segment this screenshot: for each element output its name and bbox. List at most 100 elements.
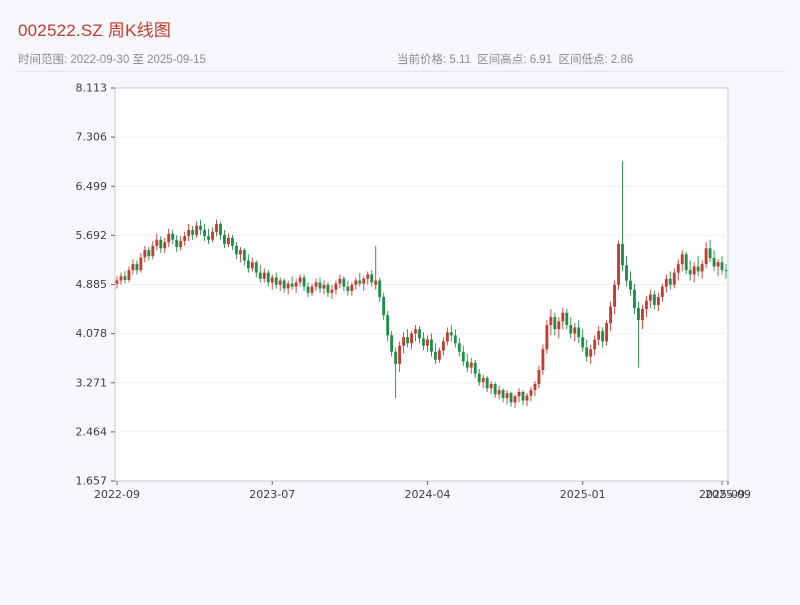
candle bbox=[422, 332, 425, 351]
candle bbox=[155, 233, 159, 251]
candle bbox=[609, 301, 613, 332]
candle bbox=[601, 327, 605, 348]
candle bbox=[147, 247, 151, 261]
candle bbox=[672, 268, 676, 289]
candle bbox=[521, 390, 525, 406]
page-title: 002522.SZ 周K线图 bbox=[18, 21, 172, 40]
y-tick-label: 1.657 bbox=[76, 475, 108, 488]
candle bbox=[513, 394, 517, 408]
candle bbox=[660, 283, 664, 302]
candle bbox=[262, 268, 266, 283]
candle bbox=[254, 260, 258, 278]
candle bbox=[441, 337, 445, 356]
candle bbox=[597, 326, 601, 346]
candle bbox=[573, 323, 577, 342]
candle bbox=[529, 387, 533, 402]
y-axis: 8.113 7.306 6.499 5.692 4.885 4.078 3.271 2.464… bbox=[76, 82, 115, 488]
candle bbox=[418, 326, 421, 344]
x-axis: 2022-09 2023-07 2024-04 2025-01 2025-092025-… bbox=[94, 481, 751, 501]
candle bbox=[692, 262, 696, 283]
candle bbox=[242, 248, 246, 266]
candle bbox=[712, 250, 716, 272]
candle bbox=[625, 256, 628, 287]
candle bbox=[219, 221, 222, 240]
candle bbox=[159, 236, 163, 254]
candle bbox=[119, 272, 123, 285]
candle bbox=[593, 335, 597, 356]
candle bbox=[187, 223, 191, 241]
candle bbox=[290, 276, 294, 290]
candle bbox=[175, 234, 179, 252]
candle bbox=[306, 282, 310, 297]
candle bbox=[489, 380, 493, 395]
candle bbox=[151, 240, 155, 260]
candle bbox=[223, 230, 226, 249]
candle bbox=[426, 335, 429, 352]
candle bbox=[374, 245, 378, 290]
x-tick-label: 2025-09 bbox=[705, 488, 751, 501]
candle bbox=[716, 259, 720, 277]
candle bbox=[131, 259, 135, 275]
candle bbox=[648, 289, 652, 308]
y-tick-label: 7.306 bbox=[76, 131, 108, 144]
candle bbox=[569, 317, 573, 339]
candle bbox=[274, 272, 278, 289]
candle bbox=[382, 292, 386, 321]
candle bbox=[517, 388, 521, 403]
candle bbox=[481, 374, 485, 389]
candle bbox=[207, 228, 210, 245]
candle bbox=[449, 324, 453, 342]
candle bbox=[143, 245, 147, 263]
candle bbox=[258, 265, 262, 283]
candle bbox=[338, 274, 342, 289]
y-tick-label: 5.692 bbox=[76, 229, 108, 242]
candle bbox=[286, 280, 290, 295]
candle bbox=[605, 320, 609, 346]
candle bbox=[115, 276, 119, 289]
candle bbox=[708, 239, 712, 263]
candle bbox=[617, 240, 620, 290]
candle bbox=[533, 380, 537, 397]
candle bbox=[362, 276, 366, 291]
candle bbox=[545, 320, 549, 354]
candle bbox=[676, 259, 680, 281]
candle bbox=[501, 388, 505, 403]
candle bbox=[644, 295, 648, 318]
candle bbox=[298, 274, 302, 287]
candle bbox=[402, 332, 406, 354]
candle bbox=[370, 270, 374, 287]
candle bbox=[195, 221, 199, 238]
candle bbox=[561, 307, 565, 330]
candle bbox=[700, 260, 704, 279]
candle bbox=[199, 219, 203, 235]
candle bbox=[135, 260, 139, 275]
candle bbox=[505, 390, 509, 405]
candle bbox=[354, 277, 358, 290]
candle bbox=[318, 277, 322, 293]
candle bbox=[704, 242, 708, 269]
candle bbox=[278, 277, 282, 291]
candles bbox=[115, 161, 728, 408]
y-tick-label: 4.885 bbox=[76, 278, 108, 291]
candle bbox=[215, 219, 218, 237]
candle bbox=[127, 266, 131, 283]
candle bbox=[688, 260, 692, 281]
y-tick-label: 8.113 bbox=[76, 82, 108, 95]
y-tick-label: 4.078 bbox=[76, 327, 108, 340]
candle bbox=[406, 329, 410, 348]
candle bbox=[358, 272, 362, 287]
candle bbox=[230, 234, 234, 251]
candle bbox=[549, 309, 553, 336]
candle bbox=[577, 320, 581, 344]
candle bbox=[473, 359, 477, 378]
x-tick-label: 2025-01 bbox=[560, 488, 606, 501]
x-tick-label: 2023-07 bbox=[249, 488, 295, 501]
candle bbox=[398, 341, 402, 372]
candle bbox=[302, 274, 306, 291]
x-tick-label: 2022-09 bbox=[94, 488, 140, 501]
candle bbox=[394, 347, 398, 399]
candle bbox=[469, 357, 473, 374]
candle bbox=[266, 270, 270, 287]
candle bbox=[585, 339, 589, 362]
